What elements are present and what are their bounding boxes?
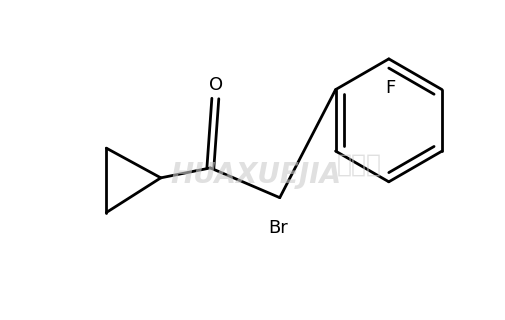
- Text: F: F: [385, 79, 395, 97]
- Text: HUAXUEJIA: HUAXUEJIA: [170, 161, 341, 189]
- Text: 化学加: 化学加: [336, 153, 381, 177]
- Text: O: O: [209, 76, 223, 93]
- Text: Br: Br: [267, 220, 287, 237]
